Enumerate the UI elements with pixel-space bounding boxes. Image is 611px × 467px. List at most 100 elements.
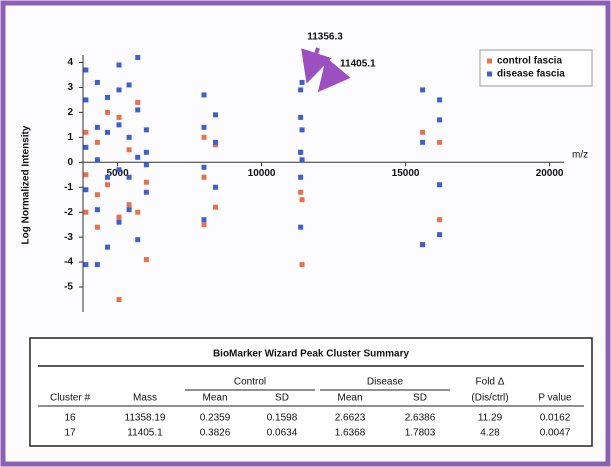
table-cell: 11358.19 xyxy=(125,413,166,424)
point xyxy=(201,217,207,223)
x-tick-label: 15000 xyxy=(392,168,420,179)
point xyxy=(420,139,426,145)
point xyxy=(299,197,305,203)
point xyxy=(135,154,141,160)
x-tick-label: 5000 xyxy=(106,168,129,179)
table-cell: 0.0047 xyxy=(540,428,571,439)
table-cell: 11.29 xyxy=(478,413,503,424)
column-header: SD xyxy=(275,393,289,404)
point xyxy=(126,147,132,153)
point xyxy=(116,167,122,173)
table-title: BioMarker Wizard Peak Cluster Summary xyxy=(213,349,410,360)
legend-label: disease fascia xyxy=(497,69,565,80)
point xyxy=(116,62,122,68)
point xyxy=(94,124,100,130)
table-cell: 0.2359 xyxy=(200,413,231,424)
point xyxy=(143,127,149,133)
point xyxy=(298,114,304,120)
point xyxy=(201,164,207,170)
point xyxy=(104,129,110,135)
x-tick-label: 20000 xyxy=(536,168,564,179)
point xyxy=(126,207,132,213)
point xyxy=(201,222,207,228)
y-axis-label: Log Normalized Intensity xyxy=(21,125,32,244)
point xyxy=(126,134,132,140)
table-cell: 2.6623 xyxy=(335,413,366,424)
point xyxy=(83,144,89,150)
x-tick-label: 10000 xyxy=(248,168,276,179)
point xyxy=(143,257,149,263)
y-tick-label: 4 xyxy=(67,57,73,68)
annotation: 11356.3 xyxy=(307,32,343,43)
point xyxy=(94,262,100,268)
y-tick-label: 2 xyxy=(67,107,73,118)
point xyxy=(83,209,89,215)
point xyxy=(201,174,207,180)
point xyxy=(437,139,443,145)
y-tick-label: 1 xyxy=(67,132,73,143)
y-tick-label: -4 xyxy=(64,257,73,268)
point xyxy=(116,297,122,303)
table-cell: 4.28 xyxy=(480,428,500,439)
point xyxy=(212,139,218,145)
point xyxy=(298,149,304,155)
point xyxy=(135,99,141,105)
legend-label: control fascia xyxy=(497,56,562,67)
point xyxy=(94,224,100,230)
y-tick-label: 0 xyxy=(67,157,73,168)
point xyxy=(143,162,149,168)
point xyxy=(104,94,110,100)
point xyxy=(143,149,149,155)
column-header: Mass xyxy=(133,393,157,404)
point xyxy=(83,187,89,193)
group-header: Fold Δ xyxy=(476,377,505,388)
y-tick-label: -3 xyxy=(64,232,73,243)
table-cell: 0.0634 xyxy=(267,428,298,439)
group-header: Disease xyxy=(367,377,404,388)
point xyxy=(126,82,132,88)
point xyxy=(94,207,100,213)
point xyxy=(437,232,443,238)
point xyxy=(83,129,89,135)
point xyxy=(299,262,305,268)
point xyxy=(94,139,100,145)
x-axis-label: m/z xyxy=(572,150,588,161)
point xyxy=(201,124,207,130)
point xyxy=(437,217,443,223)
point xyxy=(420,242,426,248)
table-cell: 0.1598 xyxy=(267,413,298,424)
point xyxy=(116,219,122,225)
point xyxy=(212,112,218,118)
point xyxy=(83,67,89,73)
table-cell: 16 xyxy=(64,413,76,424)
annotation: 11405.1 xyxy=(340,59,376,70)
column-header: (Dis/ctrl) xyxy=(471,393,508,404)
point xyxy=(104,109,110,115)
table-cell: 1.6368 xyxy=(335,428,366,439)
y-tick-label: -1 xyxy=(64,182,73,193)
point xyxy=(126,174,132,180)
point xyxy=(212,204,218,210)
point xyxy=(94,192,100,198)
arrow xyxy=(301,47,332,84)
point xyxy=(135,237,141,243)
point xyxy=(437,97,443,103)
point xyxy=(116,87,122,93)
point xyxy=(298,87,304,93)
point xyxy=(420,87,426,93)
table-cell: 1.7803 xyxy=(405,428,436,439)
table-cell: 0.0162 xyxy=(540,413,571,424)
point xyxy=(116,114,122,120)
point xyxy=(143,179,149,185)
point xyxy=(201,134,207,140)
point xyxy=(298,224,304,230)
point xyxy=(298,189,304,195)
group-header: Control xyxy=(234,377,266,388)
point xyxy=(437,117,443,123)
point xyxy=(104,244,110,250)
point xyxy=(104,182,110,188)
point xyxy=(94,157,100,163)
table-cell: 17 xyxy=(64,428,76,439)
point xyxy=(83,262,89,268)
